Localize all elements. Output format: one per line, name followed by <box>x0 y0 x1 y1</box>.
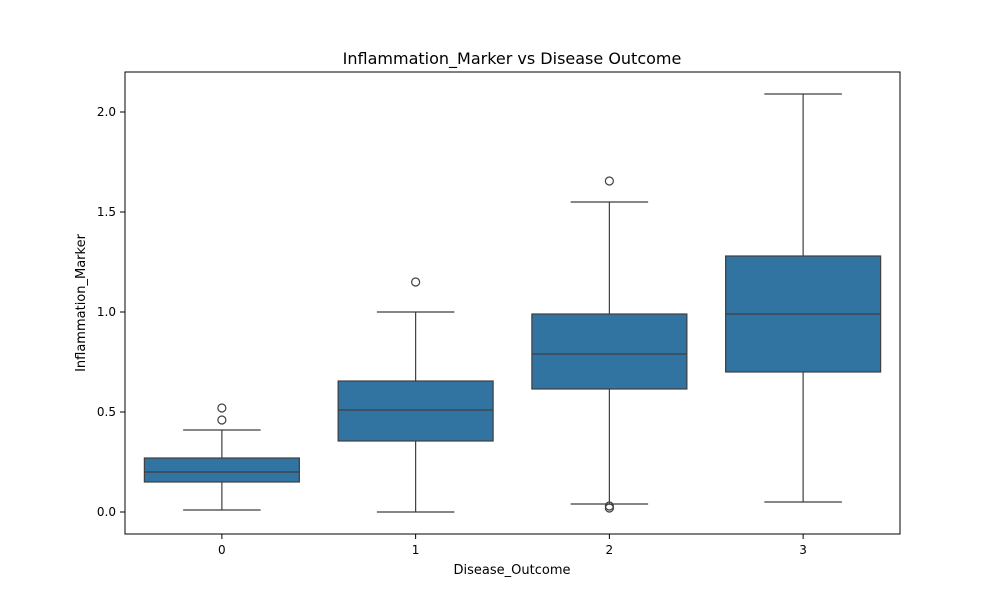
y-tick-label: 2.0 <box>97 105 116 119</box>
x-axis: 0 1 2 3 <box>218 534 807 557</box>
y-tick-label: 1.0 <box>97 305 116 319</box>
iqr-box <box>143 457 300 483</box>
y-axis: 0.0 0.5 1.0 1.5 2.0 <box>97 105 125 519</box>
y-axis-label: Inflammation_Marker <box>74 233 89 372</box>
box-group-0 <box>143 403 300 511</box>
y-tick-label: 1.5 <box>97 205 116 219</box>
x-tick-label: 1 <box>412 543 420 557</box>
x-tick-label: 2 <box>606 543 614 557</box>
iqr-box <box>337 380 494 442</box>
x-tick-label: 3 <box>799 543 807 557</box>
y-tick-label: 0.5 <box>97 405 116 419</box>
outlier-point <box>411 277 421 287</box>
box-group-3 <box>725 93 882 503</box>
x-axis-label: Disease_Outcome <box>454 563 571 578</box>
plot-frame <box>124 71 901 535</box>
x-tick-label: 0 <box>218 543 226 557</box>
y-tick-label: 0.0 <box>97 505 116 519</box>
outlier-point <box>217 403 227 413</box>
outlier-point <box>604 176 614 186</box>
chart-title: Inflammation_Marker vs Disease Outcome <box>343 49 682 69</box>
outlier-point <box>217 415 227 425</box>
box-group-2 <box>531 176 688 513</box>
plot-area <box>143 93 882 513</box>
outlier-point <box>604 503 614 513</box>
iqr-box <box>531 313 688 390</box>
box-group-1 <box>337 277 494 513</box>
